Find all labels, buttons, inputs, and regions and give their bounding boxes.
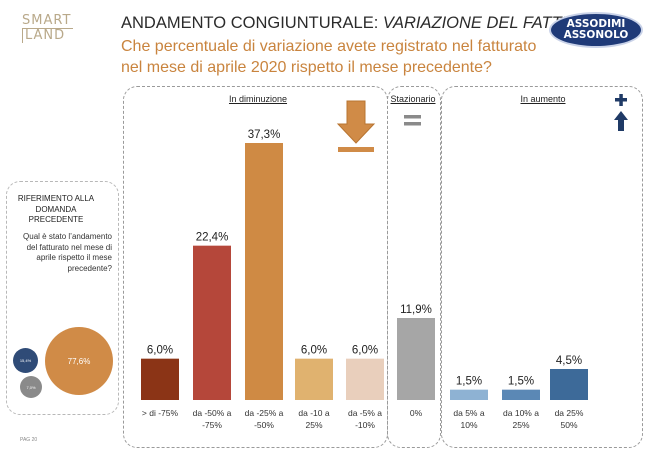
- bar-1: [193, 245, 231, 400]
- category-label-0: > di -75%: [142, 408, 179, 418]
- category-label-5: 0%: [410, 408, 423, 418]
- bar-value-label-6: 1,5%: [456, 376, 482, 388]
- panel-stationary: [387, 86, 441, 448]
- bar-value-label-1: 22,4%: [196, 232, 229, 244]
- page-number: PAG 20: [20, 437, 38, 443]
- bar-value-label-3: 6,0%: [301, 345, 327, 357]
- panel-label-increase: In aumento: [520, 94, 566, 104]
- bar-3: [295, 358, 333, 400]
- brand-line-1: ASSODIMI: [566, 18, 626, 30]
- category-label-7: da 10% a 25%: [503, 408, 539, 430]
- bar-4: [346, 358, 384, 400]
- arrow-base: [338, 147, 374, 152]
- category-label-8: da 25% 50%: [555, 408, 584, 430]
- bar-8: [550, 368, 588, 400]
- bubble-small: 7,0%: [20, 376, 42, 398]
- equals-icon: [404, 115, 421, 126]
- plus-icon: [615, 94, 627, 106]
- bar-value-label-0: 6,0%: [147, 345, 173, 357]
- title-main: ANDAMENTO CONGIUNTURALE:: [121, 14, 383, 32]
- bubble-large: 77,6%: [45, 327, 113, 395]
- category-label-4: da -5% a -10%: [348, 408, 382, 430]
- panel-increase: [441, 86, 643, 448]
- bar-value-label-5: 11,9%: [400, 304, 432, 316]
- category-label-2: da -25% a -50%: [245, 408, 284, 430]
- arrow-up-icon: [614, 111, 628, 131]
- panel-label-decrease: In diminuzione: [228, 94, 288, 104]
- smartland-logo: SMART LAND: [22, 14, 92, 43]
- bar-value-label-7: 1,5%: [508, 376, 534, 388]
- bar-5: [397, 318, 435, 400]
- category-label-6: da 5% a 10%: [453, 408, 484, 430]
- bar-2: [245, 143, 283, 400]
- bubble-medium-label: 15,4%: [19, 358, 32, 363]
- category-label-1: da -50% a -75%: [193, 408, 232, 430]
- reference-title: RIFERIMENTO ALLA DOMANDA PRECEDENTE: [17, 194, 95, 224]
- brand-line-2: ASSONOLO: [563, 29, 629, 41]
- logo-line-2: LAND: [22, 29, 65, 43]
- reference-question: Qual è stato l’andamento del fatturato n…: [23, 232, 112, 273]
- bubble-small-label: 7,0%: [26, 384, 36, 390]
- bubble-medium: 15,4%: [13, 348, 38, 373]
- category-label-3: da -10 a 25%: [298, 408, 329, 430]
- bar-value-label-4: 6,0%: [352, 345, 378, 357]
- assodimi-logo: ASSODIMI ASSONOLO: [549, 12, 643, 48]
- bar-0: [141, 358, 179, 400]
- bar-6: [450, 389, 488, 400]
- page-subtitle: Che percentuale di variazione avete regi…: [121, 38, 537, 76]
- bubble-large-label: 77,6%: [67, 356, 91, 366]
- arrow-down-icon: [336, 100, 376, 152]
- bar-value-label-2: 37,3%: [248, 129, 281, 141]
- reference-box: [6, 181, 119, 415]
- panel-label-stationary: Stazionario: [390, 94, 436, 104]
- bar-7: [502, 389, 540, 400]
- bar-value-label-8: 4,5%: [556, 355, 582, 367]
